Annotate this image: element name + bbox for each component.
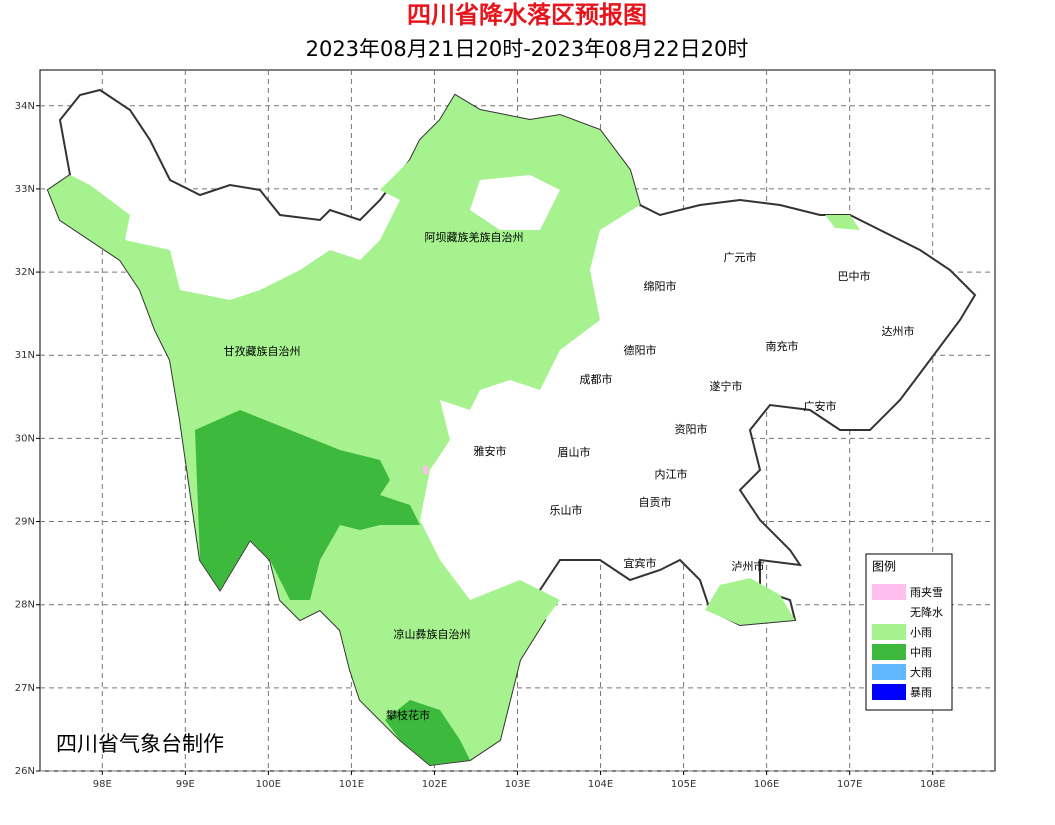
x-tick-label: 108E [920,779,945,790]
legend-swatch [872,584,906,600]
y-tick-label: 29N [15,517,35,528]
subtitle: 2023年08月21日20时-2023年08月22日20时 [306,37,749,61]
y-tick-label: 28N [15,600,35,611]
city-label: 资阳市 [675,422,708,436]
light-rain-area [48,95,640,765]
y-tick-label: 33N [15,184,35,195]
legend-title: 图例 [872,560,896,574]
x-tick-label: 98E [93,779,112,790]
city-label: 宜宾市 [624,556,657,570]
x-tick-label: 106E [754,779,779,790]
x-tick-label: 104E [588,779,613,790]
city-label: 德阳市 [624,343,657,357]
legend-label: 雨夹雪 [910,586,943,599]
x-tick-label: 105E [671,779,696,790]
y-tick-label: 32N [15,267,35,278]
city-label: 巴中市 [838,269,871,283]
moderate-rain-area [385,700,470,765]
legend-swatch [872,604,906,620]
light-rain-area [705,578,795,625]
city-label: 甘孜藏族自治州 [224,344,301,358]
x-tick-label: 103E [505,779,530,790]
x-tick-label: 99E [176,779,195,790]
y-tick-label: 27N [15,683,35,694]
x-tick-label: 101E [339,779,364,790]
sleet-area [423,466,428,474]
legend-label: 暴雨 [910,686,932,699]
legend-swatch [872,684,906,700]
legend-swatch [872,644,906,660]
legend-swatch [872,624,906,640]
city-label: 南充市 [766,339,799,353]
city-label: 绵阳市 [644,279,677,293]
x-tick-label: 107E [837,779,862,790]
city-label: 内江市 [655,467,688,481]
city-label: 遂宁市 [710,379,743,393]
moderate-rain-area [195,410,420,600]
x-tick-label: 100E [256,779,281,790]
y-tick-label: 34N [15,101,35,112]
city-label: 阿坝藏族羌族自治州 [425,230,524,244]
city-label: 广元市 [724,250,757,264]
city-label: 广安市 [804,399,837,413]
city-label: 攀枝花市 [386,708,430,722]
y-tick-label: 31N [15,350,35,361]
legend-label: 中雨 [910,646,932,659]
legend-label: 大雨 [910,665,932,679]
credit: 四川省气象台制作 [56,732,224,756]
y-tick-label: 26N [15,766,35,777]
legend-swatch [872,664,906,680]
city-label: 达州市 [882,324,915,338]
city-label: 乐山市 [550,503,583,517]
city-label: 凉山彝族自治州 [394,627,471,641]
city-label: 成都市 [580,372,613,386]
city-label: 眉山市 [558,445,591,459]
city-label: 雅安市 [474,444,507,458]
x-tick-label: 102E [422,779,447,790]
city-label: 自贡市 [639,495,672,509]
no-rain-area [470,175,560,230]
light-rain-area [825,215,860,230]
legend-label: 无降水 [910,605,943,619]
title: 四川省降水落区预报图 [407,1,647,29]
city-label: 泸州市 [732,559,765,573]
city-labels: 阿坝藏族羌族自治州 广元市 巴中市 绵阳市 达州市 甘孜藏族自治州 德阳市 南充… [224,230,915,722]
legend-label: 小雨 [910,626,932,639]
y-tick-label: 30N [15,433,35,444]
